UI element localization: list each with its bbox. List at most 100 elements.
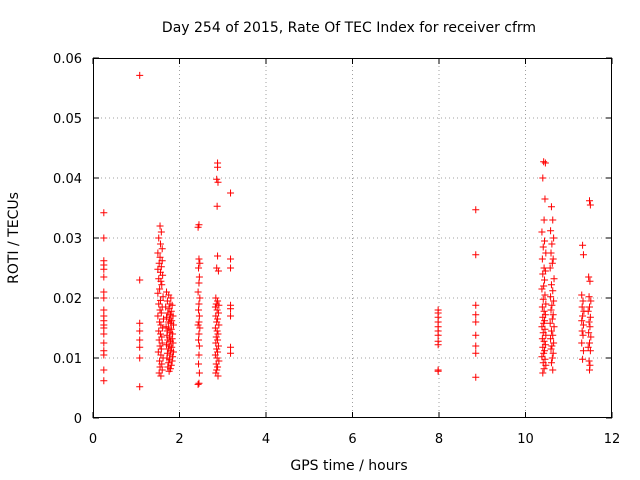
data-point-0-272 bbox=[547, 345, 555, 353]
data-point-0-129 bbox=[195, 306, 203, 314]
y-tick-label-2: 0.02 bbox=[53, 292, 82, 307]
data-point-0-252 bbox=[547, 249, 555, 257]
data-point-0-134 bbox=[195, 330, 203, 338]
data-point-0-273 bbox=[549, 349, 557, 357]
data-point-0-177 bbox=[214, 372, 222, 380]
data-point-0-4 bbox=[100, 265, 108, 273]
y-tick-label-6: 0.06 bbox=[53, 52, 82, 67]
data-point-0-140 bbox=[195, 379, 203, 387]
data-point-0-232 bbox=[541, 325, 549, 333]
data-point-0-201 bbox=[472, 318, 480, 326]
data-point-0-245 bbox=[540, 365, 548, 373]
data-point-0-154 bbox=[211, 303, 219, 311]
data-point-0-145 bbox=[214, 178, 222, 186]
data-point-0-77 bbox=[168, 301, 176, 309]
x-tick-label-1: 2 bbox=[175, 432, 183, 447]
data-point-0-7 bbox=[100, 294, 108, 302]
data-point-0-35 bbox=[155, 259, 163, 267]
data-point-0-173 bbox=[212, 360, 220, 368]
data-point-0-230 bbox=[540, 319, 548, 327]
data-point-0-25 bbox=[136, 354, 144, 362]
data-point-0-55 bbox=[159, 324, 167, 332]
data-point-0-225 bbox=[538, 303, 546, 311]
data-point-0-31 bbox=[158, 245, 166, 253]
data-point-0-283 bbox=[579, 312, 587, 320]
data-point-0-236 bbox=[540, 337, 548, 345]
data-point-0-101 bbox=[169, 339, 177, 347]
data-point-0-16 bbox=[100, 351, 108, 359]
data-point-0-24 bbox=[136, 343, 144, 351]
data-point-0-178 bbox=[227, 189, 235, 197]
data-point-0-67 bbox=[158, 360, 166, 368]
data-point-0-135 bbox=[195, 336, 203, 344]
data-point-0-131 bbox=[195, 318, 203, 326]
data-point-0-234 bbox=[542, 331, 550, 339]
data-point-0-127 bbox=[196, 294, 204, 302]
data-point-0-251 bbox=[548, 240, 556, 248]
data-point-0-223 bbox=[539, 295, 547, 303]
data-point-0-155 bbox=[213, 306, 221, 314]
data-point-0-47 bbox=[155, 300, 163, 308]
data-point-0-57 bbox=[156, 330, 164, 338]
data-point-0-299 bbox=[586, 313, 594, 321]
data-point-0-56 bbox=[155, 327, 163, 335]
data-point-0-179 bbox=[227, 255, 235, 263]
data-point-0-30 bbox=[156, 240, 164, 248]
tick-labels: 0 2 4 6 8 10 12 0 0.01 0.02 0.03 0.04 0.05 0.06 bbox=[53, 52, 620, 447]
data-point-0-12 bbox=[100, 324, 108, 332]
data-point-0-304 bbox=[586, 339, 594, 347]
data-point-0-266 bbox=[550, 323, 558, 331]
data-point-0-199 bbox=[472, 301, 480, 309]
data-point-0-185 bbox=[227, 349, 235, 357]
data-point-0-128 bbox=[195, 300, 203, 308]
data-point-0-271 bbox=[548, 342, 556, 350]
data-point-0-305 bbox=[584, 343, 592, 351]
data-point-0-184 bbox=[227, 343, 235, 351]
data-point-0-197 bbox=[472, 206, 480, 214]
grid-lines bbox=[93, 58, 612, 418]
data-point-0-8 bbox=[100, 306, 108, 314]
data-point-0-289 bbox=[579, 347, 587, 355]
data-point-0-309 bbox=[586, 366, 594, 374]
data-point-0-277 bbox=[579, 241, 587, 249]
x-tick-label-4: 8 bbox=[435, 432, 443, 447]
data-point-0-294 bbox=[586, 277, 594, 285]
data-point-0-126 bbox=[194, 288, 202, 296]
data-point-0-62 bbox=[157, 345, 165, 353]
data-point-0-295 bbox=[585, 293, 593, 301]
data-point-0-205 bbox=[472, 373, 480, 381]
data-point-0-59 bbox=[155, 336, 163, 344]
data-point-0-174 bbox=[214, 363, 222, 371]
data-point-0-208 bbox=[539, 174, 547, 182]
data-point-0-182 bbox=[227, 305, 235, 313]
y-tick-label-3: 0.03 bbox=[53, 232, 82, 247]
data-point-0-133 bbox=[196, 324, 204, 332]
data-point-0-141 bbox=[194, 380, 202, 388]
y-tick-label-5: 0.05 bbox=[53, 112, 82, 127]
data-point-0-144 bbox=[213, 175, 221, 183]
data-point-0-249 bbox=[547, 227, 555, 235]
data-point-0-164 bbox=[212, 333, 220, 341]
data-point-0-293 bbox=[585, 273, 593, 281]
data-point-0-39 bbox=[159, 271, 167, 279]
data-point-0-41 bbox=[157, 277, 165, 285]
x-tick-label-3: 6 bbox=[348, 432, 356, 447]
data-point-0-298 bbox=[584, 307, 592, 315]
data-point-0-267 bbox=[547, 327, 555, 335]
data-point-0-302 bbox=[585, 329, 593, 337]
data-point-0-1 bbox=[100, 234, 108, 242]
data-point-0-248 bbox=[549, 216, 557, 224]
data-point-0-220 bbox=[540, 282, 548, 290]
data-point-0-139 bbox=[195, 369, 203, 377]
data-point-0-132 bbox=[194, 321, 202, 329]
data-point-0-281 bbox=[578, 303, 586, 311]
data-point-0-163 bbox=[214, 330, 222, 338]
data-point-0-226 bbox=[540, 307, 548, 315]
data-point-0-19 bbox=[136, 71, 144, 79]
chart-title: Day 254 of 2015, Rate Of TEC Index for r… bbox=[162, 20, 536, 36]
data-point-0-203 bbox=[472, 342, 480, 350]
data-point-0-240 bbox=[540, 349, 548, 357]
data-point-0-165 bbox=[214, 336, 222, 344]
